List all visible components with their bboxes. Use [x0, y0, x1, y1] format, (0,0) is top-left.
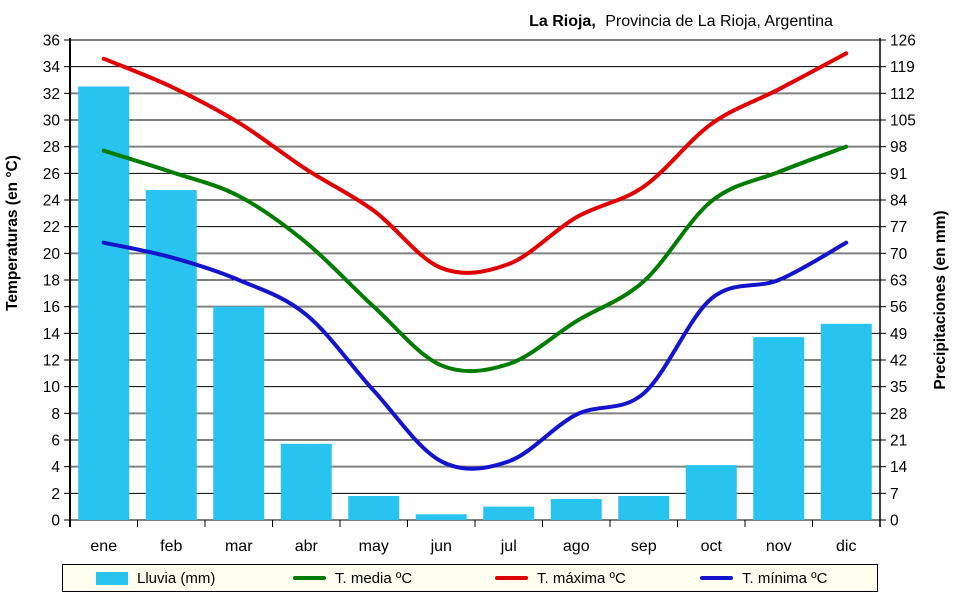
left-tick-label-32: 32 [43, 86, 60, 103]
bar-ago [550, 499, 602, 520]
bar-nov [753, 337, 805, 520]
x-tick-label-feb: feb [160, 538, 182, 555]
chart-title-bold: La Rioja, [529, 13, 596, 30]
x-tick-label-jul: jul [500, 538, 517, 555]
chart-legend: Lluvia (mm) T. media ºC T. máxima ºC T. … [62, 564, 878, 592]
left-tick-label-30: 30 [43, 113, 61, 130]
left-tick-label-34: 34 [43, 59, 61, 76]
right-tick-label-56: 56 [890, 299, 907, 316]
left-tick-label-24: 24 [43, 193, 61, 210]
left-tick-label-28: 28 [43, 139, 60, 156]
legend-item-t-maxima: T. máxima ºC [495, 565, 626, 591]
right-tick-label-105: 105 [890, 113, 916, 130]
right-tick-label-14: 14 [890, 459, 908, 476]
x-tick-label-ago: ago [563, 538, 590, 555]
t-media-line-swatch-icon [293, 576, 326, 580]
left-tick-label-2: 2 [51, 486, 60, 503]
bar-jul [483, 506, 535, 520]
x-tick-label-ene: ene [90, 538, 117, 555]
legend-item-t-minima: T. mínima ºC [700, 565, 828, 591]
line-t-media-c [101, 144, 849, 374]
left-tick-label-20: 20 [43, 246, 61, 263]
chart-title: La Rioja, Provincia de La Rioja, Argenti… [529, 13, 833, 30]
left-tick-label-12: 12 [43, 353, 60, 370]
bar-oct [685, 465, 737, 520]
right-tick-label-42: 42 [890, 353, 907, 370]
bar-abr [280, 443, 332, 520]
left-tick-label-14: 14 [43, 326, 61, 343]
x-tick-label-sep: sep [631, 538, 657, 555]
right-tick-label-21: 21 [890, 433, 907, 450]
bar-dic [820, 323, 872, 520]
t-maxima-line-swatch-icon [495, 576, 528, 580]
legend-label-t-media: T. media ºC [335, 569, 413, 587]
x-tick-label-may: may [359, 538, 389, 555]
left-tick-label-10: 10 [43, 379, 61, 396]
right-tick-label-112: 112 [890, 86, 915, 103]
right-tick-label-28: 28 [890, 406, 907, 423]
left-tick-label-8: 8 [51, 406, 60, 423]
left-tick-label-0: 0 [51, 513, 60, 530]
line-t-m-xima-c [101, 51, 849, 275]
left-axis-title: Temperaturas (en °C) [4, 155, 21, 311]
left-tick-label-26: 26 [43, 166, 60, 183]
chart-title-rest: Provincia de La Rioja, Argentina [605, 13, 833, 30]
lluvia-bar-swatch-icon [96, 571, 128, 585]
right-tick-label-98: 98 [890, 139, 907, 156]
right-tick-label-70: 70 [890, 246, 908, 263]
right-tick-label-91: 91 [890, 166, 907, 183]
left-tick-label-16: 16 [43, 299, 60, 316]
right-tick-label-49: 49 [890, 326, 907, 343]
right-tick-label-7: 7 [890, 486, 899, 503]
chart-plot-area: 3634323028262422201816141210864201261191… [43, 33, 916, 556]
left-tick-label-4: 4 [51, 459, 60, 476]
line-t-m-nima-c [101, 240, 849, 471]
bar-sep [618, 496, 670, 520]
legend-label-t-minima: T. mínima ºC [742, 569, 828, 587]
right-tick-label-84: 84 [890, 193, 908, 210]
right-tick-label-119: 119 [890, 59, 915, 76]
x-tick-label-mar: mar [225, 538, 253, 555]
legend-label-lluvia: Lluvia (mm) [137, 569, 216, 587]
left-tick-label-36: 36 [43, 33, 60, 50]
x-tick-label-dic: dic [836, 538, 856, 555]
x-tick-label-abr: abr [295, 538, 319, 555]
right-tick-label-77: 77 [890, 219, 907, 236]
x-tick-label-nov: nov [766, 538, 792, 555]
bar-jun [415, 514, 467, 520]
right-tick-label-0: 0 [890, 513, 899, 530]
x-tick-label-jun: jun [430, 538, 452, 555]
x-tick-label-oct: oct [701, 538, 723, 555]
t-minima-line-swatch-icon [700, 576, 733, 580]
legend-label-t-maxima: T. máxima ºC [537, 569, 626, 587]
left-tick-label-18: 18 [43, 273, 60, 290]
legend-item-t-media: T. media ºC [293, 565, 412, 591]
right-tick-label-63: 63 [890, 273, 907, 290]
bar-may [348, 496, 400, 520]
legend-item-lluvia: Lluvia (mm) [96, 565, 215, 591]
right-tick-label-35: 35 [890, 379, 907, 396]
bar-ene [78, 86, 130, 520]
left-tick-label-22: 22 [43, 219, 60, 236]
climate-chart: 3634323028262422201816141210864201261191… [4, 13, 949, 556]
right-axis-title: Precipitaciones (en mm) [932, 210, 949, 389]
right-tick-label-126: 126 [890, 33, 916, 50]
left-tick-label-6: 6 [51, 433, 60, 450]
bar-feb [145, 190, 197, 520]
bar-mar [213, 306, 265, 520]
